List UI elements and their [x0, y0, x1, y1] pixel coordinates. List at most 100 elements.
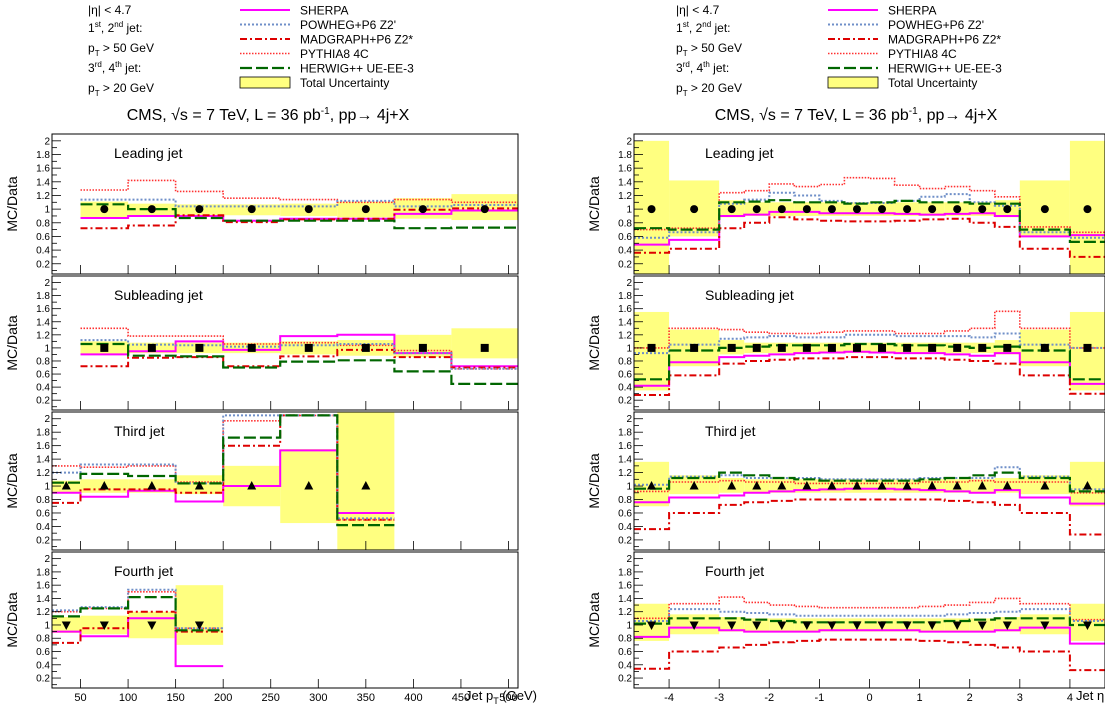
uncertainty-band-bin [451, 328, 518, 359]
data-point-marker [361, 205, 370, 214]
chart-title: CMS, √s = 7 TeV, L = 36 pb-1, pp→ 4j+X [127, 106, 410, 124]
panel-fourth-jet: 0.2 0.4 0.6 0.8 1 1.2 1.4 1.6 1.8 2 MC/Data Fourth … [586, 551, 1105, 689]
data-point-marker [752, 205, 761, 214]
data-point-marker [852, 621, 862, 630]
data-point-marker [802, 621, 812, 630]
y-tick-label: 0.8 [618, 218, 632, 229]
data-point-marker [480, 343, 489, 352]
series-powheg [634, 608, 1105, 622]
series-powheg [80, 198, 518, 208]
y-tick-label: 2 [626, 554, 632, 565]
data-point-marker [1040, 205, 1049, 214]
data-point-marker [827, 481, 837, 490]
y-tick-label: 0.4 [618, 660, 632, 671]
panel-label: Leading jet [114, 145, 183, 161]
y-tick-label: 1.2 [36, 468, 50, 479]
series-herwig [80, 203, 518, 230]
selection-pt20: pT > 20 GeV [88, 81, 154, 98]
panel-third-jet: 0.2 0.4 0.6 0.8 1 1.2 1.4 1.6 1.8 2 MC/Data Third j… [4, 411, 519, 551]
legend-label: SHERPA [300, 4, 348, 18]
y-tick-label: 0.8 [36, 356, 50, 367]
data-point-marker [304, 205, 313, 214]
x-tick-label: 100 [119, 692, 137, 704]
y-tick-label: 1 [44, 482, 50, 493]
data-point-marker [953, 343, 962, 352]
series-pythia [634, 176, 1105, 234]
data-point-marker [752, 481, 762, 490]
legend-label: POWHEG+P6 Z2' [888, 18, 984, 32]
y-tick-label: 1.4 [36, 455, 50, 466]
panel-label: Fourth jet [705, 563, 764, 579]
data-point-marker [689, 481, 699, 490]
data-point-marker [1002, 621, 1012, 630]
data-point-marker [777, 205, 786, 214]
y-tick-label: 0.8 [36, 218, 50, 229]
data-point-marker [1082, 621, 1092, 630]
y-tick-label: 0.4 [618, 246, 632, 257]
selection-eta: |η| < 4.7 [88, 3, 132, 17]
uncertainty-band-bin [175, 585, 224, 645]
y-tick-label: 1.8 [618, 428, 632, 439]
data-point-marker [802, 205, 811, 214]
y-tick-label: 0.6 [618, 370, 632, 381]
series-pythia [80, 179, 518, 204]
legend-swatch-band [239, 76, 291, 89]
y-tick-label: 1.2 [618, 468, 632, 479]
series-powheg [634, 466, 1105, 491]
data-point-marker [877, 481, 887, 490]
data-point-marker [247, 481, 257, 490]
selection-pt50: pT > 50 GeV [88, 41, 154, 58]
data-point-marker [902, 621, 912, 630]
panel-content [634, 596, 1105, 672]
left-chart: 0.2 0.4 0.6 0.8 1 1.2 1.4 1.6 1.8 2 MC/Data Leading… [4, 133, 519, 704]
panel-fourth-jet: 0.2 0.4 0.6 0.8 1 1.2 1.4 1.6 1.8 2 MC/Data Fourth … [4, 551, 519, 689]
data-point-marker [727, 205, 736, 214]
data-point-marker [690, 205, 699, 214]
y-tick-label: 1.4 [36, 177, 50, 188]
y-tick-label: 0.6 [618, 647, 632, 658]
data-point-marker [99, 621, 109, 630]
y-tick-label: 0.4 [36, 660, 50, 671]
y-tick-label: 1.2 [36, 330, 50, 341]
x-tick-label: 300 [309, 692, 327, 704]
series-herwig [634, 617, 1105, 627]
data-point-marker [61, 481, 71, 490]
legend-label: HERWIG++ UE-EE-3 [888, 62, 1002, 76]
panel-subleading-jet: 0.2 0.4 0.6 0.8 1 1.2 1.4 1.6 1.8 2 MC/Data Sublead… [4, 275, 519, 411]
panel-label: Third jet [114, 423, 165, 439]
series-madgraph [634, 638, 1105, 672]
data-point-marker [147, 481, 157, 490]
data-point-marker [1083, 343, 1092, 352]
data-point-marker [304, 481, 314, 490]
data-point-marker [827, 205, 836, 214]
panel-content [634, 461, 1105, 536]
y-tick-label: 0.8 [618, 634, 632, 645]
panel-label: Subleading jet [705, 287, 794, 303]
right-header: |η| < 4.7 1st, 2nd jet: pT > 50 GeV 3rd,… [676, 3, 1002, 124]
y-axis-title: MC/Data [586, 592, 602, 647]
data-point-marker [247, 343, 256, 352]
y-tick-label: 1 [626, 343, 632, 354]
data-point-marker [777, 621, 787, 630]
data-point-marker [1040, 481, 1050, 490]
data-point-marker [1040, 621, 1050, 630]
data-point-marker [928, 343, 937, 352]
selection-jets34: 3rd, 4th jet: [676, 60, 729, 75]
y-tick-label: 0.2 [618, 674, 632, 685]
selection-eta: |η| < 4.7 [676, 3, 720, 17]
data-point-marker [147, 621, 157, 630]
data-point-marker [827, 343, 836, 352]
y-tick-label: 0.6 [618, 232, 632, 243]
panel-leading-jet: 0.2 0.4 0.6 0.8 1 1.2 1.4 1.6 1.8 2 MC/Data Leading… [586, 133, 1105, 275]
y-tick-label: 2 [626, 414, 632, 425]
y-tick-label: 0.4 [36, 522, 50, 533]
panel-content [52, 585, 224, 668]
series-madgraph [52, 610, 224, 644]
data-point-marker [852, 205, 861, 214]
y-axis-title: MC/Data [586, 315, 602, 370]
data-point-marker [977, 481, 987, 490]
y-tick-label: 1.8 [36, 291, 50, 302]
data-point-marker [878, 205, 887, 214]
panel-content [52, 412, 395, 550]
